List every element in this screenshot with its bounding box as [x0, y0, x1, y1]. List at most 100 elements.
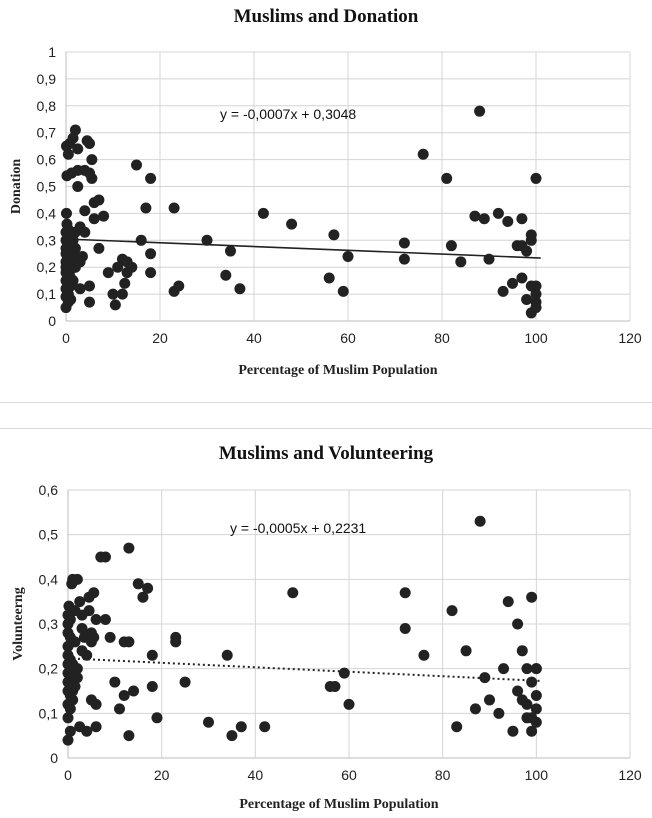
data-point — [257, 207, 269, 219]
data-point — [62, 148, 74, 160]
x-tick-label: 20 — [154, 767, 170, 783]
data-point — [445, 240, 457, 252]
data-point — [76, 622, 88, 634]
data-point — [86, 172, 98, 184]
y-tick-label: 0 — [50, 750, 58, 766]
data-point — [84, 137, 95, 149]
data-point — [516, 213, 528, 225]
data-point — [74, 283, 86, 295]
data-point — [76, 250, 88, 262]
donation-scatter-chart: 0 0,1 0,2 0,3 0,4 0,5 0,6 0,7 0,8 0,9 1 0 20 40 60 80 10… — [9, 44, 642, 378]
data-point — [493, 707, 505, 719]
data-point — [530, 288, 542, 300]
data-point — [226, 730, 238, 742]
data-point — [526, 676, 538, 688]
data-point — [530, 703, 542, 715]
data-point — [179, 676, 191, 688]
data-point — [168, 202, 180, 214]
data-point — [497, 285, 509, 297]
data-point — [451, 721, 463, 733]
y-tick-label: 0,1 — [37, 286, 57, 302]
data-point — [104, 631, 116, 643]
data-point — [512, 618, 524, 630]
section-divider-bottom — [0, 428, 652, 429]
volunteering-chart-title: Muslims and Volunteering — [218, 443, 434, 464]
data-point — [118, 689, 130, 701]
y-tick-label: 0,8 — [37, 98, 57, 114]
data-point — [530, 280, 542, 292]
data-point — [479, 672, 491, 684]
data-point — [478, 213, 490, 225]
data-point — [507, 725, 519, 737]
data-point — [492, 207, 504, 219]
data-point — [109, 676, 121, 688]
data-point — [469, 703, 481, 715]
data-point — [530, 663, 542, 675]
y-tick-label: 0 — [48, 313, 56, 329]
data-point — [88, 631, 100, 643]
x-tick-label: 20 — [152, 330, 168, 346]
data-point — [69, 124, 81, 136]
donation-chart-title: Muslims and Donation — [233, 6, 419, 27]
data-point — [328, 229, 340, 241]
data-point — [71, 663, 83, 675]
data-point — [116, 288, 128, 300]
data-point — [79, 226, 91, 238]
data-point — [446, 605, 458, 617]
data-point — [399, 622, 411, 634]
data-point — [98, 210, 110, 222]
x-tick-label: 60 — [340, 330, 356, 346]
y-tick-label: 0,5 — [37, 179, 57, 195]
section-divider-top — [0, 402, 652, 403]
x-tick-label: 0 — [62, 330, 70, 346]
data-point — [146, 681, 158, 693]
x-axis-label: Percentage of Muslim Population — [239, 797, 438, 812]
data-point — [525, 229, 537, 241]
y-tick-label: 0,9 — [37, 71, 57, 87]
data-point — [90, 698, 102, 710]
data-point — [119, 277, 131, 289]
data-point — [72, 143, 84, 155]
x-tick-label: 120 — [618, 767, 642, 783]
volunteering-scatter-chart: 0 0,1 0,2 0,3 0,4 0,5 0,6 0 20 40 60 80 100 120 y = -0… — [11, 482, 642, 812]
y-axis-label: Donation — [9, 159, 24, 214]
y-axis-label: Volunteerng — [11, 587, 26, 660]
y-tick-label: 0,5 — [39, 527, 59, 543]
y-tick-label: 0,2 — [39, 661, 59, 677]
y-tick-label: 0,1 — [39, 705, 59, 721]
data-point — [323, 272, 335, 284]
data-point — [71, 672, 83, 684]
data-point — [201, 234, 213, 246]
data-point — [151, 712, 163, 724]
data-point — [145, 172, 157, 184]
data-point — [90, 614, 102, 626]
data-point — [123, 542, 135, 554]
data-point — [521, 293, 533, 305]
y-tick-label: 0,4 — [37, 205, 57, 221]
y-tick-label: 0,4 — [39, 571, 59, 587]
data-point — [135, 234, 147, 246]
data-point — [90, 721, 102, 733]
y-tick-label: 0,6 — [37, 152, 57, 168]
data-point — [67, 694, 79, 706]
data-point — [530, 716, 542, 728]
data-point — [126, 261, 138, 273]
data-point — [107, 288, 119, 300]
data-point — [521, 663, 533, 675]
data-point — [220, 269, 232, 281]
y-tick-label: 0,3 — [39, 616, 59, 632]
data-point — [93, 242, 105, 254]
data-point — [123, 730, 135, 742]
x-tick-label: 100 — [524, 330, 548, 346]
data-point — [67, 275, 79, 287]
data-point — [530, 172, 542, 184]
data-point — [145, 248, 157, 260]
data-point — [502, 596, 514, 608]
data-point — [81, 725, 93, 737]
data-point — [88, 213, 100, 225]
x-tick-label: 40 — [248, 767, 264, 783]
data-point — [287, 587, 299, 599]
data-point — [173, 280, 185, 292]
data-point — [526, 591, 538, 603]
data-point — [64, 703, 76, 715]
